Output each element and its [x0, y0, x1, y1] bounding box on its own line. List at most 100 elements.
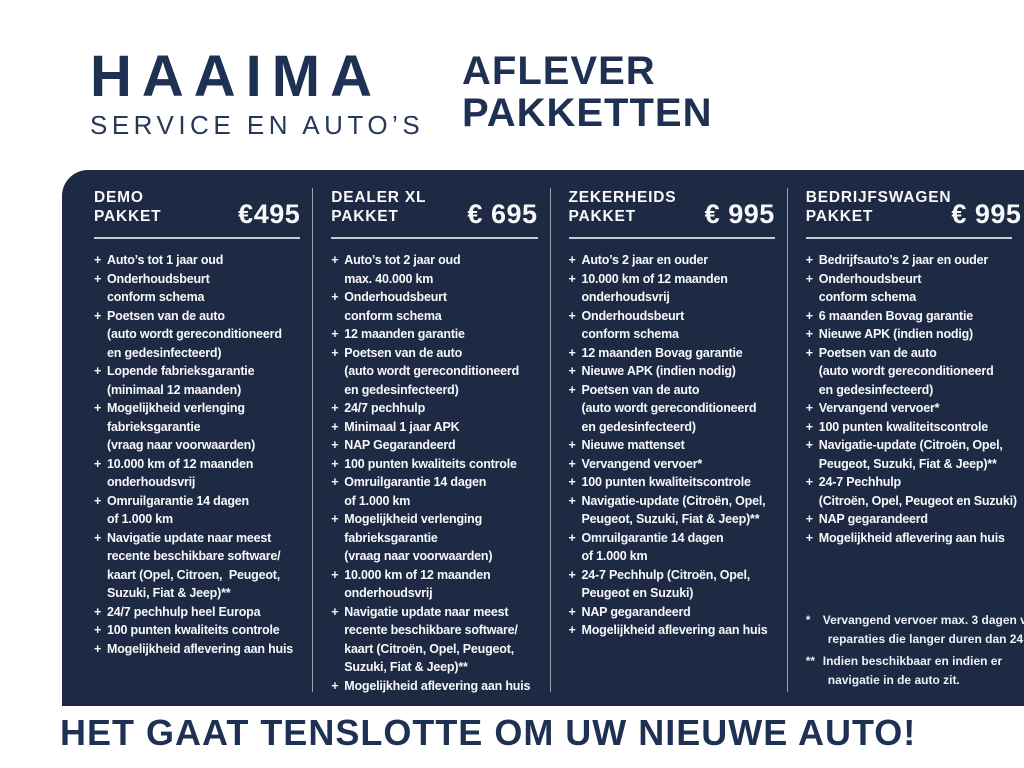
- plus-bullet-icon: +: [568, 438, 576, 452]
- item-lines: 10.000 km of 12 maanden onderhoudsvrij: [582, 270, 728, 307]
- item-line: en gedesinfecteerd): [107, 345, 222, 360]
- item-line: Suzuki, Fiat & Jeep)**: [107, 586, 231, 600]
- plus-bullet-icon: +: [568, 623, 576, 637]
- plus-bullet-icon: +: [568, 271, 576, 286]
- item-line: NAP gegarandeerd: [581, 604, 691, 619]
- item-lines: Poetsen van de auto (auto wordt gerecondi…: [107, 307, 282, 363]
- plus-bullet-icon: +: [94, 308, 102, 323]
- package-header: DEALER XL PAKKET € 695: [331, 188, 541, 228]
- plus-bullet-icon: +: [568, 456, 576, 471]
- package-name-line1: DEALER XL: [331, 189, 427, 206]
- item-line: (Citroën, Opel, Peugeot en Suzuki): [818, 493, 1017, 508]
- package-header: ZEKERHEIDS PAKKET € 995: [569, 188, 779, 228]
- item-line: Nieuwe APK (indien nodig): [581, 364, 736, 378]
- item-line: Auto’s tot 2 jaar oud: [344, 253, 461, 267]
- plus-bullet-icon: +: [94, 401, 102, 415]
- item-lines: NAP gegarandeerd: [819, 510, 928, 529]
- packages-panel: DEMO PAKKET €495 + Auto’s tot 1 jaar oud +…: [62, 170, 1024, 706]
- package-item: + Vervangend vervoer*: [806, 399, 1016, 418]
- package-item: +24/7 pechhulp heel Europa: [94, 603, 304, 622]
- plus-bullet-icon: +: [94, 253, 102, 267]
- item-line: Peugeot en Suzuki): [581, 586, 694, 600]
- package-item: + Navigatie update naar meest recente besc…: [94, 529, 304, 603]
- plus-bullet-icon: +: [331, 512, 339, 526]
- item-line: Bedrijfsauto’s 2 jaar en ouder: [818, 253, 989, 267]
- package-price: € 995: [951, 199, 1022, 229]
- package-item: +24-7 Pechhulp (Citroën, Opel, Peugeot en…: [569, 566, 779, 603]
- title-divider: [331, 237, 538, 239]
- item-lines: Vervangend vervoer*: [582, 455, 703, 474]
- package-header: DEMO PAKKET €495: [94, 188, 304, 229]
- title-divider: [568, 237, 775, 239]
- package-item: + Onderhoudsbeurt conform schema: [94, 270, 304, 307]
- package-item: +24-7 Pechhulp (Citroën, Opel, Peugeot en…: [805, 473, 1017, 510]
- item-line: Vervangend vervoer*: [581, 456, 703, 471]
- item-line: fabrieksgarantie: [344, 530, 438, 545]
- item-line: Omruilgarantie 14 dagen: [107, 493, 249, 508]
- item-line: reparaties die langer duren dan 24 uur: [827, 632, 1024, 646]
- item-lines: Nieuwe APK (indien nodig): [582, 362, 736, 381]
- item-line: Omruilgarantie 14 dagen: [344, 475, 487, 489]
- item-line: Indien beschikbaar en indien er: [822, 654, 1003, 668]
- package-item: + Navigatie-update (Citroën, Opel, Peugeot…: [569, 492, 779, 529]
- item-lines: Omruilgarantie 14 dagen of 1.000 km: [107, 492, 249, 529]
- plus-bullet-icon: +: [331, 678, 339, 693]
- plus-bullet-icon: +: [94, 641, 102, 656]
- package-item: +24/7 pechhulp: [331, 399, 541, 418]
- package-item: + Navigatie update naar meest recente besc…: [331, 603, 541, 677]
- package-name-line2: PAKKET: [568, 208, 636, 225]
- package-item: +12 maanden garantie: [331, 325, 541, 344]
- plus-bullet-icon: +: [805, 253, 813, 267]
- package-item: +10.000 km of 12 maanden onderhoudsvrij: [331, 566, 541, 603]
- package-name-line1: BEDRIJFSWAGEN: [805, 189, 952, 206]
- item-line: Mogelijkheid aflevering aan huis: [581, 623, 768, 637]
- package-name: DEMO PAKKET: [94, 188, 161, 226]
- item-lines: 100 punten kwaliteitscontrole: [819, 418, 988, 437]
- plus-bullet-icon: +: [331, 253, 339, 267]
- package-item: +6 maanden Bovag garantie: [806, 307, 1016, 326]
- package-item: + Navigatie-update (Citroën, Opel, Peugeot…: [806, 436, 1016, 473]
- package-item: + Nieuwe mattenset: [569, 436, 779, 455]
- plus-bullet-icon: +: [805, 308, 813, 323]
- item-lines: Onderhoudsbeurt conform schema: [819, 270, 922, 307]
- item-lines: 100 punten kwaliteits controle: [344, 455, 517, 474]
- page-title-line2: PAKKETTEN: [462, 91, 713, 135]
- item-lines: Omruilgarantie 14 dagen of 1.000 km: [582, 529, 724, 566]
- page-title: AFLEVER PAKKETTEN: [462, 50, 712, 134]
- item-line: 10.000 km of 12 maanden: [581, 271, 728, 286]
- item-lines: Navigatie update naar meest recente besch…: [344, 603, 518, 677]
- item-line: Onderhoudsbeurt: [818, 271, 922, 286]
- item-line: en gedesinfecteerd): [581, 419, 696, 434]
- item-line: of 1.000 km: [344, 493, 411, 508]
- plus-bullet-icon: +: [568, 475, 576, 489]
- package-price: €495: [238, 199, 301, 229]
- plus-bullet-icon: +: [331, 327, 339, 341]
- plus-bullet-icon: +: [805, 475, 813, 489]
- package-item: +100 punten kwaliteitscontrole: [569, 473, 779, 492]
- item-line: en gedesinfecteerd): [344, 382, 459, 397]
- package-name: ZEKERHEIDS PAKKET: [569, 188, 677, 226]
- item-lines: Onderhoudsbeurt conform schema: [344, 288, 447, 325]
- item-line: Vervangend vervoer max. 3 dagen voor: [822, 613, 1024, 627]
- closing-tagline: HET GAAT TENSLOTTE OM UW NIEUWE AUTO!: [60, 712, 917, 753]
- plus-bullet-icon: +: [331, 475, 339, 489]
- package-name-line1: ZEKERHEIDS: [568, 189, 677, 206]
- item-line: Minimaal 1 jaar APK: [344, 419, 460, 434]
- package-item: + NAP gegarandeerd: [806, 510, 1016, 529]
- package-item: + Onderhoudsbeurt conform schema: [569, 307, 779, 344]
- item-line: Auto’s tot 1 jaar oud: [107, 253, 224, 267]
- package-item: + Nieuwe APK (indien nodig): [806, 325, 1016, 344]
- item-line: onderhoudsvrij: [344, 586, 433, 600]
- package-column: BEDRIJFSWAGEN PAKKET € 995 + Bedrijfsauto…: [786, 188, 1024, 692]
- item-lines: Navigatie-update (Citroën, Opel, Peugeot,…: [582, 492, 766, 529]
- plus-bullet-icon: +: [568, 567, 576, 582]
- package-item: + Mogelijkheid verlenging fabrieksgarantie…: [94, 399, 304, 455]
- package-item: +10.000 km of 12 maanden onderhoudsvrij: [94, 455, 304, 492]
- item-lines: Mogelijkheid aflevering aan huis: [582, 621, 768, 640]
- package-item: + Mogelijkheid aflevering aan huis: [94, 640, 304, 659]
- item-line: recente beschikbare software/: [107, 549, 281, 563]
- package-item: +100 punten kwaliteits controle: [331, 455, 541, 474]
- item-lines: Mogelijkheid aflevering aan huis: [819, 529, 1005, 548]
- item-lines: Mogelijkheid aflevering aan huis: [107, 640, 293, 659]
- package-column: ZEKERHEIDS PAKKET € 995 + Auto’s 2 jaar e…: [549, 188, 787, 692]
